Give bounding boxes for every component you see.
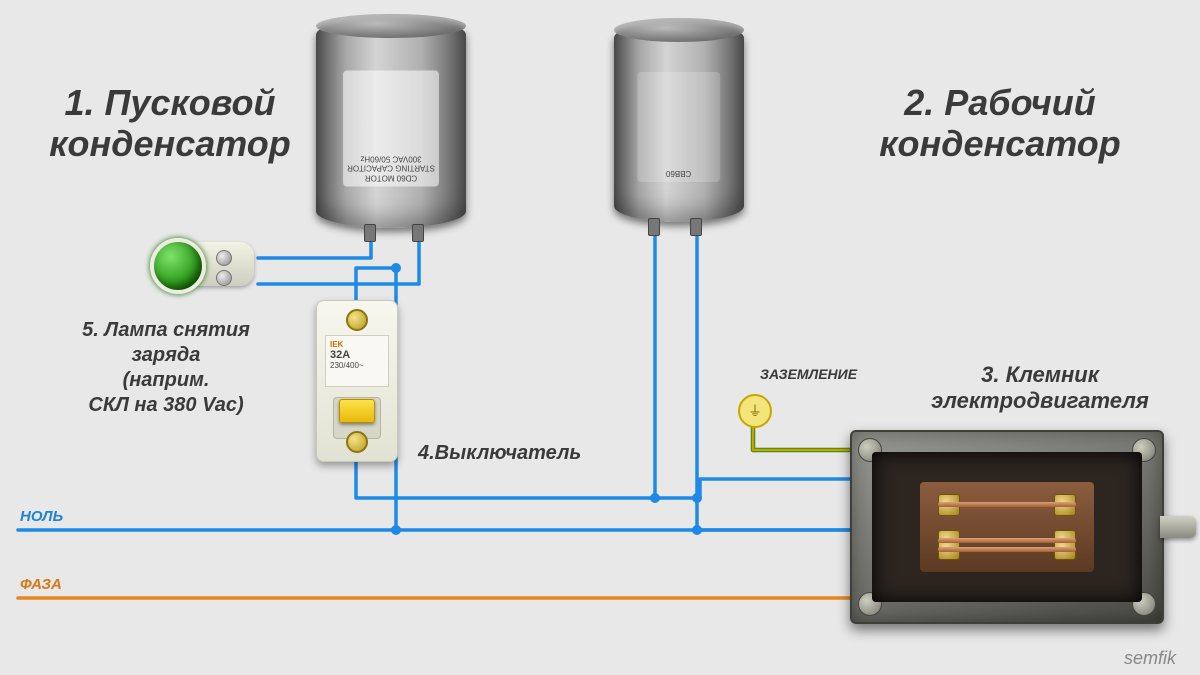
label-run-capacitor: 2. Рабочий конденсатор xyxy=(830,82,1170,165)
discharge-lamp xyxy=(150,232,260,298)
start-capacitor-label: CD60 MOTOR STARTING CAPACITOR 300VAC 50/… xyxy=(343,71,439,187)
motor-terminal-box xyxy=(850,430,1164,624)
label-phase-bus: ФАЗА xyxy=(20,576,62,593)
run-capacitor-label: CBB60 xyxy=(637,72,720,182)
breaker-amperage: 32A xyxy=(330,349,384,361)
ground-glyph: ⏚ xyxy=(748,401,762,421)
ground-symbol: ⏚ xyxy=(738,394,772,428)
label-start-capacitor: 1. Пусковой конденсатор xyxy=(20,82,320,165)
label-terminal-box: 3. Клемник электродвигателя xyxy=(900,362,1180,415)
start-capacitor: CD60 MOTOR STARTING CAPACITOR 300VAC 50/… xyxy=(316,18,466,228)
label-lamp: 5. Лампа снятия заряда (наприм. СКЛ на 3… xyxy=(46,318,286,418)
breaker-voltage: 230/400~ xyxy=(330,361,384,370)
switch-breaker: IEK 32A 230/400~ xyxy=(316,300,398,462)
label-neutral-bus: НОЛЬ xyxy=(20,508,63,525)
label-switch: 4.Выключатель xyxy=(418,442,581,465)
label-ground: ЗАЗЕМЛЕНИЕ xyxy=(760,366,857,382)
watermark: semfik xyxy=(1124,648,1176,669)
breaker-brand: IEK xyxy=(330,340,384,349)
run-capacitor: CBB60 xyxy=(614,22,744,222)
